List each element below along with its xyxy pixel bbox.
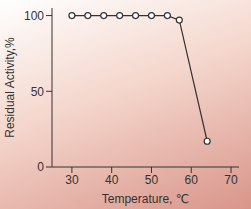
- svg-text:60: 60: [185, 173, 199, 187]
- svg-text:30: 30: [65, 173, 79, 187]
- svg-text:Residual Activity,%: Residual Activity,%: [8, 37, 17, 138]
- svg-text:50: 50: [31, 85, 45, 99]
- svg-text:100: 100: [24, 9, 44, 23]
- svg-text:50: 50: [145, 173, 159, 187]
- svg-text:70: 70: [224, 173, 238, 187]
- svg-text:40: 40: [105, 173, 119, 187]
- svg-text:0: 0: [37, 160, 44, 174]
- svg-text:Temperature, ℃: Temperature, ℃: [102, 192, 190, 206]
